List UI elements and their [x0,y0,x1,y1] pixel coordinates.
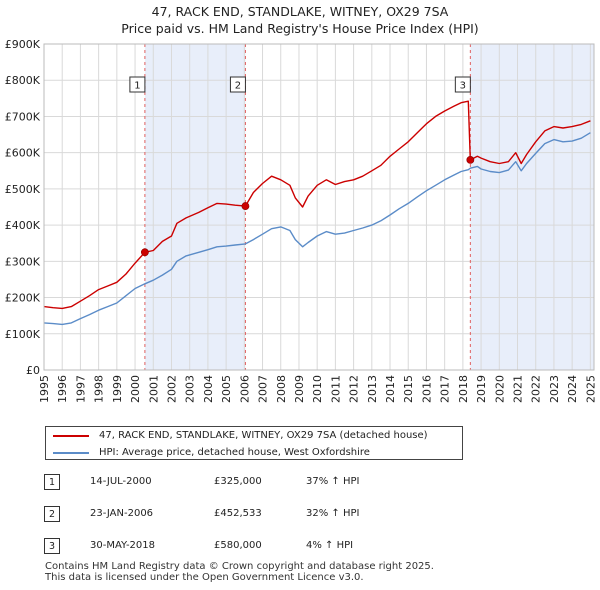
x-tick-label: 2013 [366,375,379,403]
x-tick-label: 2019 [475,375,488,403]
x-tick-label: 2025 [584,375,597,403]
x-tick-label: 2009 [293,375,306,403]
sale-row: 2 23-JAN-2006 £452,533 32% ↑ HPI [44,506,564,526]
y-tick-label: £500K [5,183,41,196]
x-tick-label: 2015 [402,375,415,403]
sale-price: £580,000 [214,540,262,551]
shaded-range [144,44,246,370]
sale-box-frame [229,76,246,93]
y-tick-label: £400K [5,219,41,232]
hpi-series-line [43,132,591,326]
x-tick-label: 2000 [129,375,142,403]
x-tick-label: 1998 [93,375,106,403]
sale-box-label: 1 [134,81,140,92]
sale-hpi-delta: 4% ↑ HPI [306,540,354,551]
title-line-2: Price paid vs. HM Land Registry's House … [121,21,479,36]
sale-box-frame [454,76,471,93]
chart-title: 47, RACK END, STANDLAKE, WITNEY, OX29 7S… [0,3,600,37]
legend-label-property: 47, RACK END, STANDLAKE, WITNEY, OX29 7S… [99,430,428,441]
sale-point [140,248,149,257]
x-tick-label: 2018 [457,375,470,403]
y-tick-label: £900K [5,38,41,51]
x-tick-label: 1999 [111,375,124,403]
x-tick-label: 1997 [74,375,87,403]
x-tick-label: 2004 [202,375,215,403]
x-tick-label: 2021 [512,375,525,403]
sale-hpi-delta: 37% ↑ HPI [306,476,360,487]
x-tick-label: 2020 [493,375,506,403]
sale-box-frame [129,76,146,93]
footer-licence: This data is licensed under the Open Gov… [45,572,364,583]
x-tick-label: 2005 [220,375,233,403]
legend-item-hpi: HPI: Average price, detached house, West… [46,444,370,461]
sale-marker-label: 1 [44,474,60,490]
property-series-line [43,100,591,310]
x-tick-label: 2007 [257,375,270,403]
y-tick-label: £100K [5,328,41,341]
x-tick-label: 2006 [238,375,251,403]
x-tick-label: 2023 [548,375,561,403]
legend-swatch-property [53,434,89,437]
x-tick-label: 2002 [165,375,178,403]
y-tick-label: £600K [5,147,41,160]
x-tick-label: 2022 [530,375,543,403]
legend-label-hpi: HPI: Average price, detached house, West… [99,447,370,458]
title-line-1: 47, RACK END, STANDLAKE, WITNEY, OX29 7S… [151,4,449,19]
price-chart: £0 £100K £200K £300K £400K £500K £600K £700K £80… [5,38,598,403]
x-tick-label: 2011 [329,375,342,403]
y-tick-label: £300K [5,255,41,268]
sale-box: 1 [129,76,146,93]
sale-box: 2 [229,76,246,93]
y-tick-label: £200K [5,292,41,305]
x-tick-label: 2008 [275,375,288,403]
sale-row: 1 14-JUL-2000 £325,000 37% ↑ HPI [44,474,564,494]
footer: Contains HM Land Registry data © Crown c… [45,561,434,583]
x-tick-label: 2001 [147,375,160,403]
x-tick-label: 2024 [566,375,579,403]
sale-row: 3 30-MAY-2018 £580,000 4% ↑ HPI [44,538,564,558]
plot-frame [43,43,595,371]
x-tick-label: 1996 [56,375,69,403]
sale-price: £452,533 [214,508,262,519]
sale-point [241,202,250,210]
sale-hpi-delta: 32% ↑ HPI [306,508,360,519]
x-tick-label: 2014 [384,375,397,403]
x-tick-label: 2003 [184,375,197,403]
sale-point [466,156,475,164]
sale-date: 23-JAN-2006 [90,508,154,519]
legend: 47, RACK END, STANDLAKE, WITNEY, OX29 7S… [45,426,463,460]
x-tick-label: 2012 [348,375,361,403]
x-tick-label: 2010 [311,375,324,403]
y-tick-label: £0 [26,364,40,377]
sale-marker-label: 3 [44,538,60,554]
y-tick-label: £800K [5,74,41,87]
sale-date: 30-MAY-2018 [90,540,156,551]
sale-box-label: 2 [235,81,241,92]
x-tick-label: 2017 [439,375,452,403]
x-tick-label: 2016 [420,375,433,403]
footer-copyright: Contains HM Land Registry data © Crown c… [45,561,434,572]
shaded-range [470,44,594,370]
sale-box-label: 3 [460,81,466,92]
y-tick-label: £700K [5,110,41,123]
legend-swatch-hpi [53,451,89,454]
sale-date: 14-JUL-2000 [90,476,152,487]
sale-price: £325,000 [214,476,262,487]
x-tick-label: 1995 [38,375,51,403]
legend-item-property: 47, RACK END, STANDLAKE, WITNEY, OX29 7S… [46,427,428,444]
sale-marker-label: 2 [44,506,60,522]
sale-box: 3 [454,76,471,93]
